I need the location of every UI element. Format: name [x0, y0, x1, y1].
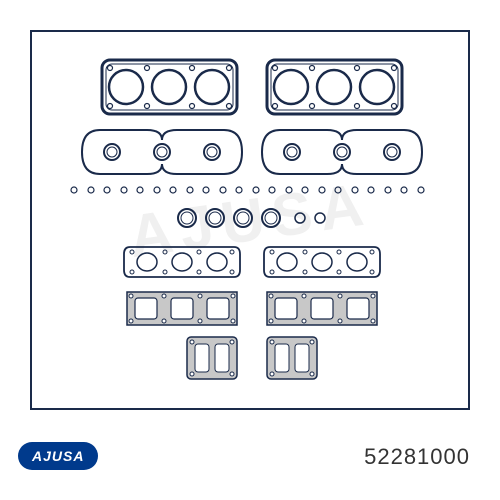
diagram-frame: AJUSA [30, 30, 470, 410]
intake-gasket-right [264, 247, 380, 277]
part-number: 52281000 [364, 444, 470, 470]
seal-row-center [178, 209, 325, 227]
head-gasket-left [102, 60, 237, 114]
gasket-set-diagram [32, 32, 472, 412]
exhaust-gasket-right [267, 292, 377, 325]
head-gasket-right [267, 60, 402, 114]
valve-cover-gasket-right [262, 130, 422, 174]
brand-logo: AJUSA [18, 442, 98, 470]
exhaust-gasket-left [127, 292, 237, 325]
diagram-content [32, 32, 468, 408]
seal-row-small [71, 187, 424, 193]
valve-cover-gasket-left [82, 130, 242, 174]
intake-gasket-left [124, 247, 240, 277]
plate-gasket-right [267, 337, 317, 379]
plate-gasket-left [187, 337, 237, 379]
